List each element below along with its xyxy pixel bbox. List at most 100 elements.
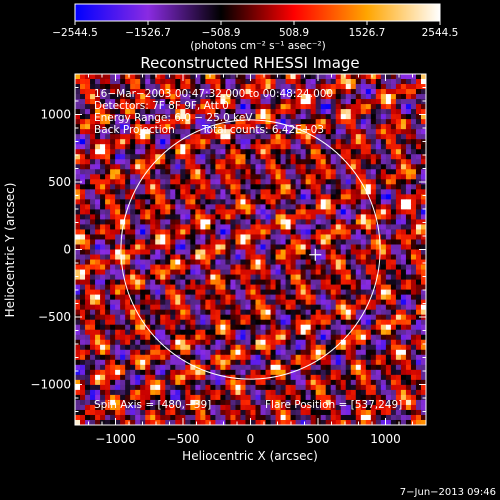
heatmap-cell <box>305 354 312 361</box>
heatmap-cell <box>75 124 81 130</box>
heatmap-cell <box>235 289 242 296</box>
heatmap-cell <box>130 359 136 366</box>
heatmap-cell <box>75 359 81 366</box>
heatmap-cell <box>225 169 232 175</box>
heatmap-cell <box>230 74 237 80</box>
heatmap-cell <box>350 159 357 165</box>
heatmap-cell <box>75 254 81 261</box>
heatmap-cell <box>290 164 297 170</box>
heatmap-cell <box>160 354 166 361</box>
heatmap-cell <box>330 274 337 281</box>
heatmap-cell <box>175 299 181 306</box>
heatmap-cell <box>270 289 277 296</box>
heatmap-cell <box>245 119 252 125</box>
heatmap-cell <box>410 179 417 185</box>
heatmap-cell <box>160 414 166 421</box>
heatmap-cell <box>200 369 206 376</box>
heatmap-cell <box>355 134 362 140</box>
heatmap-cell <box>290 234 297 241</box>
heatmap-cell <box>365 74 372 80</box>
heatmap-cell <box>355 184 362 190</box>
heatmap-cell <box>175 409 181 416</box>
heatmap-cell <box>220 314 227 321</box>
heatmap-cell <box>180 184 186 190</box>
heatmap-cell <box>110 294 116 301</box>
heatmap-cell <box>155 84 161 90</box>
heatmap-cell <box>360 324 367 331</box>
heatmap-cell <box>210 224 216 231</box>
heatmap-cell <box>355 404 362 411</box>
heatmap-cell <box>290 149 297 155</box>
heatmap-cell <box>170 309 176 316</box>
heatmap-cell <box>225 399 232 406</box>
heatmap-cell <box>165 89 171 95</box>
heatmap-cell <box>245 374 252 381</box>
heatmap-cell <box>145 164 151 170</box>
heatmap-cell <box>130 229 136 236</box>
heatmap-cell <box>135 379 141 386</box>
heatmap-cell <box>290 84 297 90</box>
heatmap-cell <box>225 209 232 215</box>
heatmap-cell <box>345 364 352 371</box>
heatmap-cell <box>160 164 166 170</box>
heatmap-cell <box>75 259 81 266</box>
heatmap-cell <box>195 274 201 281</box>
heatmap-cell <box>155 99 161 105</box>
heatmap-cell <box>155 204 161 210</box>
heatmap-cell <box>300 89 307 95</box>
heatmap-cell <box>340 414 347 421</box>
heatmap-cell <box>165 194 171 200</box>
heatmap-cell <box>385 139 392 145</box>
heatmap-cell <box>215 389 222 396</box>
heatmap-cell <box>275 324 282 331</box>
heatmap-cell <box>90 84 96 90</box>
heatmap-cell <box>245 254 252 261</box>
heatmap-cell <box>105 84 111 90</box>
heatmap-cell <box>95 314 101 321</box>
heatmap-cell <box>340 109 347 115</box>
heatmap-cell <box>330 139 337 145</box>
heatmap-cell <box>420 409 426 416</box>
heatmap-cell <box>115 269 121 276</box>
heatmap-cell <box>410 264 417 271</box>
heatmap-cell <box>95 124 101 130</box>
heatmap-cell <box>85 259 91 266</box>
heatmap-cell <box>395 109 402 115</box>
heatmap-cell <box>265 129 272 135</box>
heatmap-cell <box>340 74 347 80</box>
heatmap-cell <box>255 154 262 160</box>
heatmap-cell <box>405 104 412 110</box>
heatmap-cell <box>190 104 196 110</box>
heatmap-cell <box>305 169 312 175</box>
heatmap-cell <box>225 189 232 195</box>
heatmap-cell <box>90 229 96 236</box>
heatmap-cell <box>220 309 227 316</box>
heatmap-cell <box>190 349 196 356</box>
heatmap-cell <box>195 279 201 286</box>
heatmap-cell <box>270 259 277 266</box>
heatmap-cell <box>375 174 382 180</box>
heatmap-cell <box>210 144 216 150</box>
heatmap-cell <box>100 149 106 155</box>
heatmap-cell <box>160 299 166 306</box>
heatmap-cell <box>305 189 312 195</box>
heatmap-cell <box>370 269 377 276</box>
heatmap-cell <box>280 414 287 421</box>
heatmap-cell <box>390 219 397 226</box>
heatmap-cell <box>335 419 342 425</box>
heatmap-cell <box>255 109 262 115</box>
heatmap-cell <box>330 344 337 351</box>
heatmap-cell <box>170 144 176 150</box>
heatmap-cell <box>195 144 201 150</box>
heatmap-cell <box>415 104 422 110</box>
heatmap-cell <box>310 199 317 205</box>
heatmap-cell <box>415 189 422 195</box>
heatmap-cell <box>235 134 242 140</box>
heatmap-cell <box>85 339 91 346</box>
heatmap-cell <box>255 174 262 180</box>
heatmap-cell <box>180 254 186 261</box>
heatmap-cell <box>260 279 267 286</box>
heatmap-cell <box>385 194 392 200</box>
heatmap-cell <box>110 344 116 351</box>
heatmap-cell <box>175 349 181 356</box>
